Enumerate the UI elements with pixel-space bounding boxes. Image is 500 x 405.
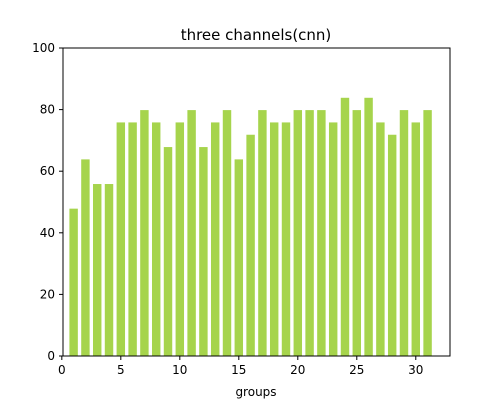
bar-10 [174,121,186,357]
x-axis-label: groups [235,385,276,399]
bar-1 [68,207,79,357]
y-axis-ticks: 0 20 40 60 80 100 [32,41,63,363]
bar-12 [198,146,209,357]
bar-13 [209,121,221,357]
bar-27 [375,121,386,357]
bar-28 [386,133,398,357]
x-tick-label: 0 [58,363,66,377]
bar-23 [327,121,339,357]
bar-8 [150,121,162,357]
bar-31 [422,109,433,357]
bar-15 [233,158,245,357]
bar-9 [162,146,174,357]
x-tick-label: 5 [117,363,125,377]
bar-4 [103,183,115,357]
y-tick-label: 80 [40,103,55,117]
x-axis-ticks: 0 5 10 15 20 25 30 [58,356,423,377]
bar-19 [280,121,292,357]
x-tick-label: 25 [349,363,364,377]
y-tick-label: 100 [32,41,55,55]
bar-22 [316,109,327,357]
chart-title: three channels(cnn) [181,26,332,44]
bar-30 [410,121,422,357]
bar-26 [363,96,374,357]
bar-20 [292,109,304,357]
bar-3 [91,183,103,357]
bar-21 [304,109,315,357]
bar-18 [268,121,280,357]
bars-group [68,96,433,357]
bar-11 [186,109,197,357]
bar-25 [351,109,363,357]
plot-frame [62,47,451,357]
bar-29 [398,109,410,357]
bar-6 [127,121,138,357]
bar-2 [80,158,91,357]
y-tick-label: 60 [40,164,55,178]
bar-16 [245,133,256,357]
bar-17 [257,109,268,357]
x-tick-label: 20 [290,363,305,377]
bar-7 [139,109,150,357]
y-tick-label: 20 [40,287,55,301]
y-tick-label: 0 [47,349,55,363]
bar-14 [221,109,233,357]
x-tick-label: 15 [231,363,246,377]
x-tick-label: 10 [172,363,187,377]
y-tick-label: 40 [40,226,55,240]
bar-24 [339,96,351,357]
bar-5 [115,121,127,357]
x-tick-label: 30 [408,363,423,377]
